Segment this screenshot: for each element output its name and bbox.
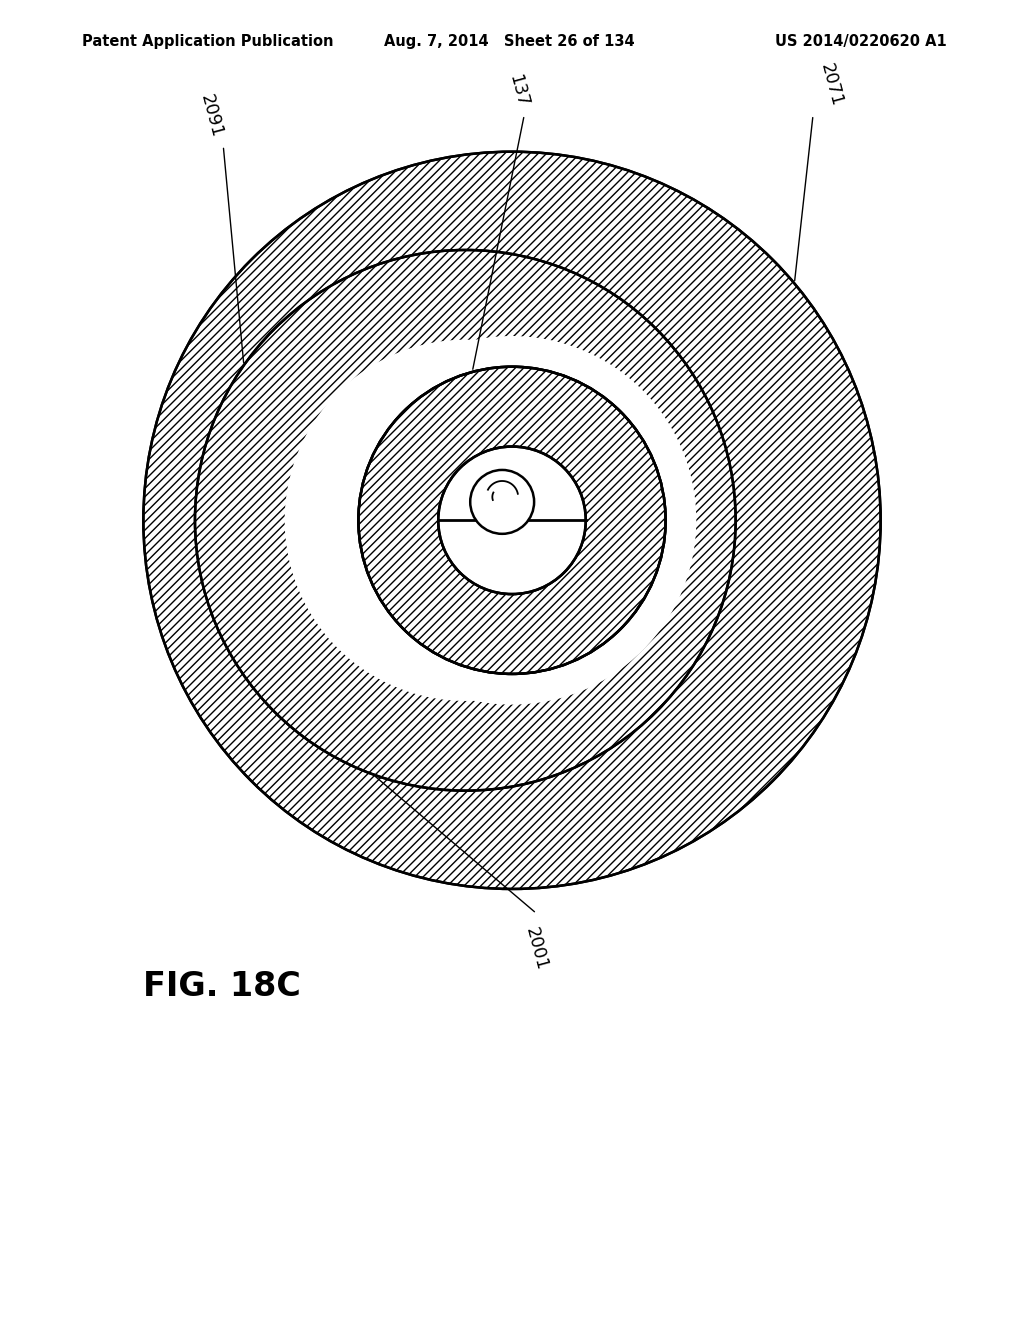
Text: 2091: 2091: [197, 92, 225, 140]
Circle shape: [143, 152, 881, 888]
Circle shape: [438, 446, 586, 594]
Text: 2001: 2001: [522, 925, 551, 973]
Text: 137: 137: [505, 73, 531, 108]
Text: FIG. 18C: FIG. 18C: [143, 970, 301, 1003]
Circle shape: [328, 337, 696, 705]
Circle shape: [470, 470, 535, 533]
Text: US 2014/0220620 A1: US 2014/0220620 A1: [775, 34, 947, 49]
Circle shape: [358, 367, 666, 675]
Text: 2071: 2071: [817, 62, 846, 108]
Circle shape: [438, 446, 586, 594]
Text: Patent Application Publication: Patent Application Publication: [82, 34, 334, 49]
Circle shape: [195, 249, 735, 791]
Circle shape: [285, 339, 646, 701]
Text: Aug. 7, 2014   Sheet 26 of 134: Aug. 7, 2014 Sheet 26 of 134: [384, 34, 635, 49]
